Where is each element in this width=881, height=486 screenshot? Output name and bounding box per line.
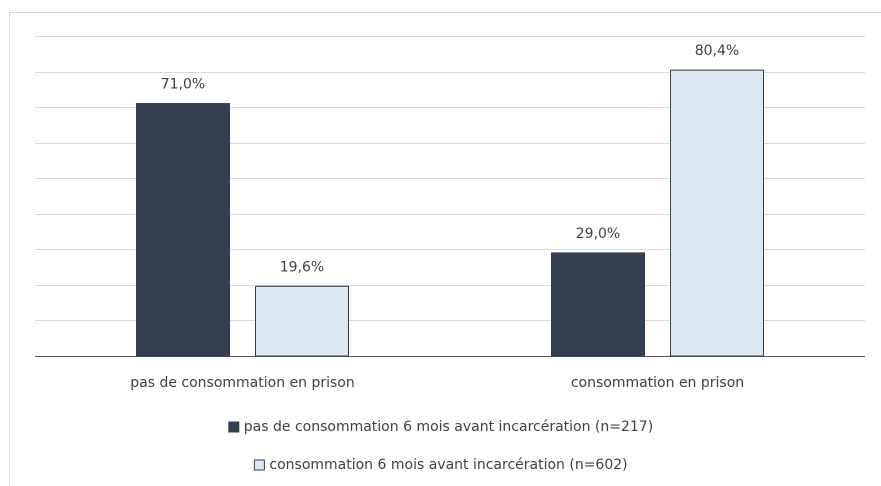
chart-frame bbox=[9, 12, 881, 486]
legend-swatch bbox=[228, 421, 240, 433]
bar bbox=[551, 252, 645, 357]
x-tick-label: consommation en prison bbox=[571, 375, 744, 391]
data-label: 71,0% bbox=[161, 77, 205, 93]
bar bbox=[136, 103, 230, 357]
bar bbox=[670, 69, 764, 357]
data-label: 80,4% bbox=[695, 43, 739, 59]
data-label: 29,0% bbox=[576, 226, 620, 242]
bar bbox=[255, 285, 349, 357]
x-tick-label: pas de consommation en prison bbox=[130, 375, 354, 391]
legend-label: consommation 6 mois avant incarcération … bbox=[269, 457, 627, 473]
legend-label: pas de consommation 6 mois avant incarcé… bbox=[244, 419, 653, 435]
legend-swatch bbox=[253, 459, 265, 471]
data-label: 19,6% bbox=[280, 259, 324, 275]
